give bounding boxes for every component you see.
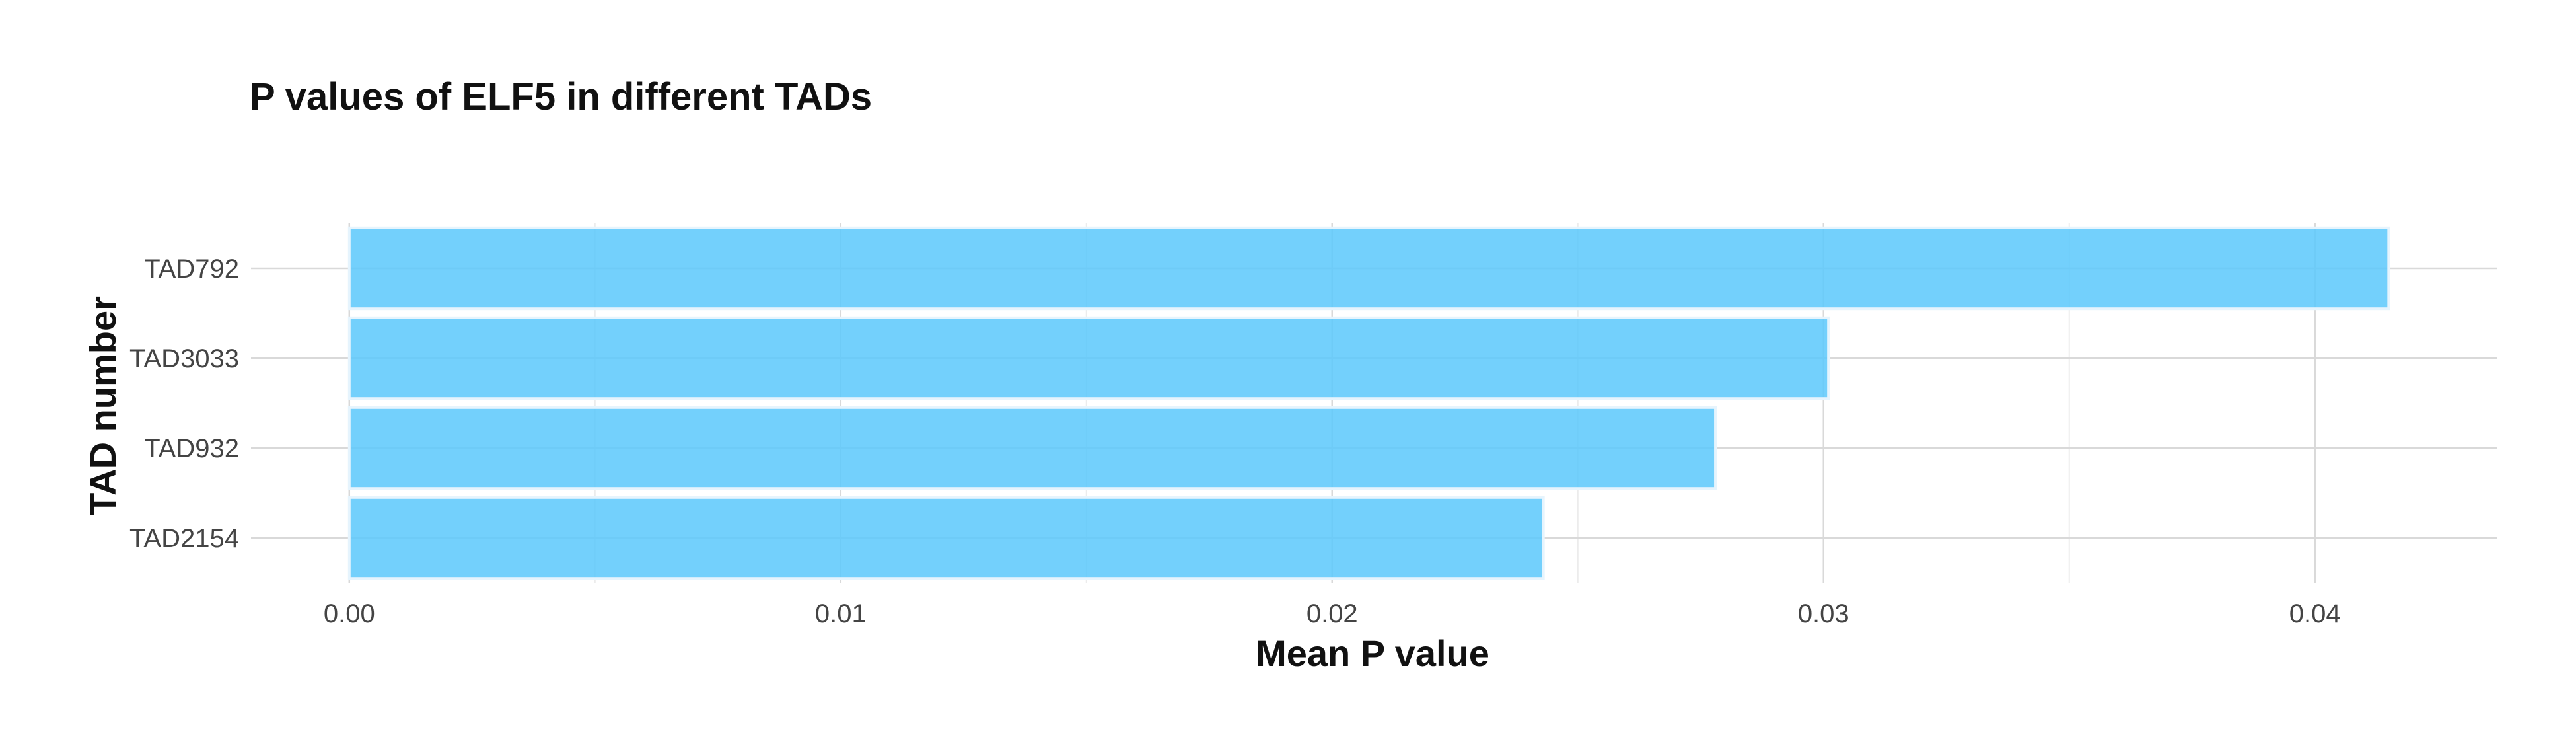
y-tick-labels: TAD792 TAD3033 TAD932 TAD2154 (129, 254, 239, 553)
x-axis-title: Mean P value (1256, 632, 1489, 674)
y-tick-label: TAD2154 (129, 524, 239, 553)
y-tick-label: TAD792 (144, 254, 239, 283)
y-tick-label: TAD932 (144, 434, 239, 463)
bar-tad3033 (347, 316, 1830, 400)
y-axis-title: TAD number (82, 296, 124, 515)
bar-tad792 (347, 226, 2390, 311)
x-tick-labels: 0.00 0.01 0.02 0.03 0.04 (324, 599, 2341, 628)
y-tick-label: TAD3033 (129, 344, 239, 373)
x-tick-label: 0.01 (815, 599, 867, 628)
x-tick-label: 0.00 (324, 599, 375, 628)
bars (347, 226, 2390, 580)
x-tick-label: 0.04 (2289, 599, 2341, 628)
chart-title: P values of ELF5 in different TADs (250, 75, 872, 118)
bar-tad932 (347, 406, 1717, 490)
bar-tad2154 (347, 496, 1545, 580)
x-tick-label: 0.03 (1798, 599, 1849, 628)
x-tick-label: 0.02 (1306, 599, 1358, 628)
